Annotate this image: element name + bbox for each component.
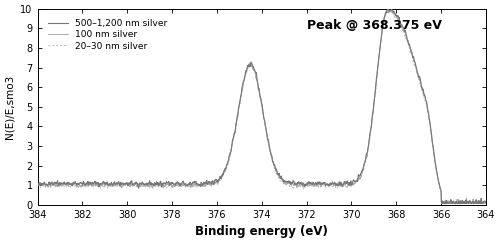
Y-axis label: N(E)/E,smo3: N(E)/E,smo3	[5, 75, 15, 139]
X-axis label: Binding energy (eV): Binding energy (eV)	[196, 225, 328, 238]
Text: Peak @ 368.375 eV: Peak @ 368.375 eV	[306, 19, 442, 32]
Legend: 500–1,200 nm silver, 100 nm silver, 20–30 nm silver: 500–1,200 nm silver, 100 nm silver, 20–3…	[46, 17, 170, 52]
